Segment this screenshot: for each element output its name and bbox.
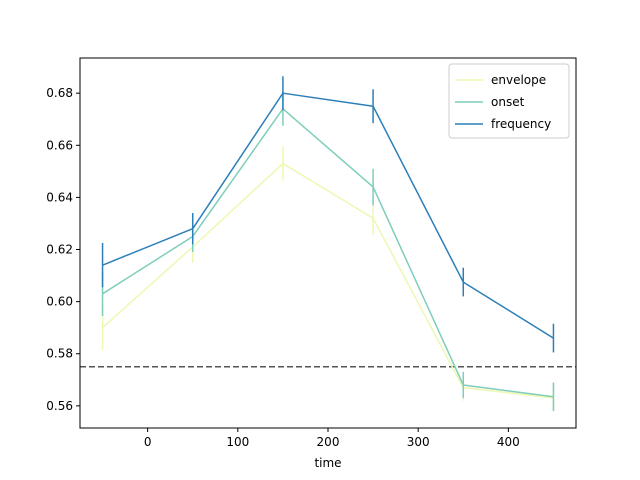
series-frequency <box>101 76 555 353</box>
y-tick-label: 0.64 <box>46 190 73 204</box>
x-tick-label: 400 <box>497 435 520 449</box>
legend-item-envelope: envelope <box>455 73 546 87</box>
legend-label: envelope <box>491 73 546 87</box>
y-tick-label: 0.62 <box>46 243 73 257</box>
y-tick-label: 0.58 <box>46 347 73 361</box>
x-tick-label: 0 <box>144 435 152 449</box>
x-tick-label: 100 <box>226 435 249 449</box>
legend-item-frequency: frequency <box>455 117 551 131</box>
y-tick-label: 0.68 <box>46 86 73 100</box>
y-tick-label: 0.60 <box>46 295 73 309</box>
series-line-envelope <box>102 162 554 399</box>
y-axis: 0.56 0.58 0.60 0.62 0.64 0.66 0.68 <box>46 86 80 413</box>
legend-label: frequency <box>491 117 551 131</box>
x-axis: 0 100 200 300 400 <box>144 428 520 449</box>
legend-item-onset: onset <box>455 95 525 109</box>
y-tick-label: 0.56 <box>46 399 73 413</box>
series-line-onset <box>102 108 554 398</box>
x-tick-label: 200 <box>317 435 340 449</box>
series-line-frequency <box>102 92 554 339</box>
x-axis-label: time <box>314 456 341 470</box>
series-layer <box>101 76 555 412</box>
y-tick-label: 0.66 <box>46 138 73 152</box>
x-tick-label: 300 <box>407 435 430 449</box>
legend-label: onset <box>491 95 525 109</box>
legend-box <box>448 63 570 139</box>
legend: envelope onset frequency <box>448 63 570 139</box>
